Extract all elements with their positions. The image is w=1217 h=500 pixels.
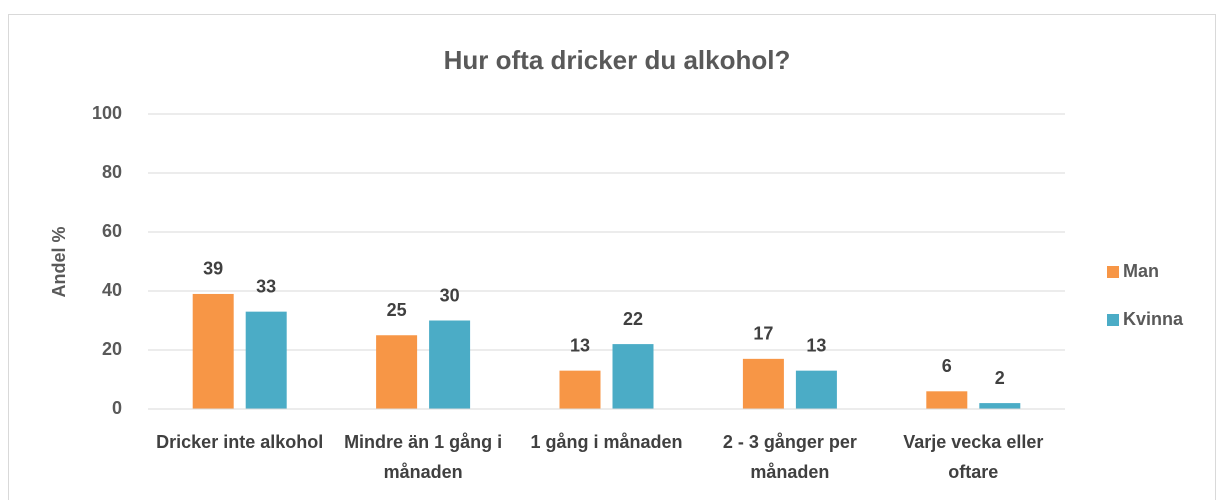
bar	[612, 344, 654, 409]
data-label: 30	[440, 285, 460, 305]
x-tick-label-box: Dricker inte alkohol	[156, 432, 324, 452]
chart-title: Hur ofta dricker du alkohol?	[444, 45, 791, 75]
data-label: 33	[256, 276, 276, 296]
data-label: 39	[203, 259, 223, 279]
data-label: 22	[623, 309, 643, 329]
bar	[245, 311, 287, 409]
y-tick-label: 100	[92, 103, 122, 123]
y-tick-label: 40	[102, 280, 122, 300]
x-tick-label: Mindre än 1 gång i månaden	[344, 432, 503, 482]
y-tick-label: 80	[102, 162, 122, 182]
bar	[926, 391, 968, 409]
x-tick-label-box: Mindre än 1 gång i månaden	[344, 432, 503, 482]
bar	[742, 358, 784, 409]
x-tick-label: 2 - 3 gånger per månaden	[722, 432, 857, 482]
legend-label: Man	[1123, 261, 1159, 281]
legend-label: Kvinna	[1123, 309, 1184, 329]
bar	[795, 370, 837, 409]
x-tick-label: Varje vecka eller oftare	[903, 432, 1044, 482]
bar	[376, 335, 418, 409]
bar	[559, 370, 601, 409]
y-tick-label: 60	[102, 221, 122, 241]
x-tick-label: Dricker inte alkohol	[156, 432, 324, 452]
x-tick-label-box: Varje vecka eller oftare	[903, 432, 1044, 482]
legend-swatch	[1107, 314, 1119, 326]
bar	[429, 320, 471, 409]
x-tick-label-box: 2 - 3 gånger per månaden	[722, 432, 857, 482]
legend-swatch	[1107, 266, 1119, 278]
data-label: 13	[570, 335, 590, 355]
bar	[979, 403, 1021, 409]
x-tick-label: 1 gång i månaden	[530, 432, 683, 452]
data-label: 2	[995, 368, 1005, 388]
y-tick-label: 20	[102, 339, 122, 359]
chart-border	[8, 14, 1216, 500]
bar	[192, 293, 234, 409]
data-label: 25	[387, 300, 407, 320]
y-axis-label: Andel %	[49, 226, 69, 297]
x-tick-label-box: 1 gång i månaden	[530, 432, 683, 452]
data-label: 13	[806, 335, 826, 355]
y-tick-label: 0	[112, 398, 122, 418]
data-label: 6	[942, 356, 952, 376]
data-label: 17	[753, 324, 773, 344]
